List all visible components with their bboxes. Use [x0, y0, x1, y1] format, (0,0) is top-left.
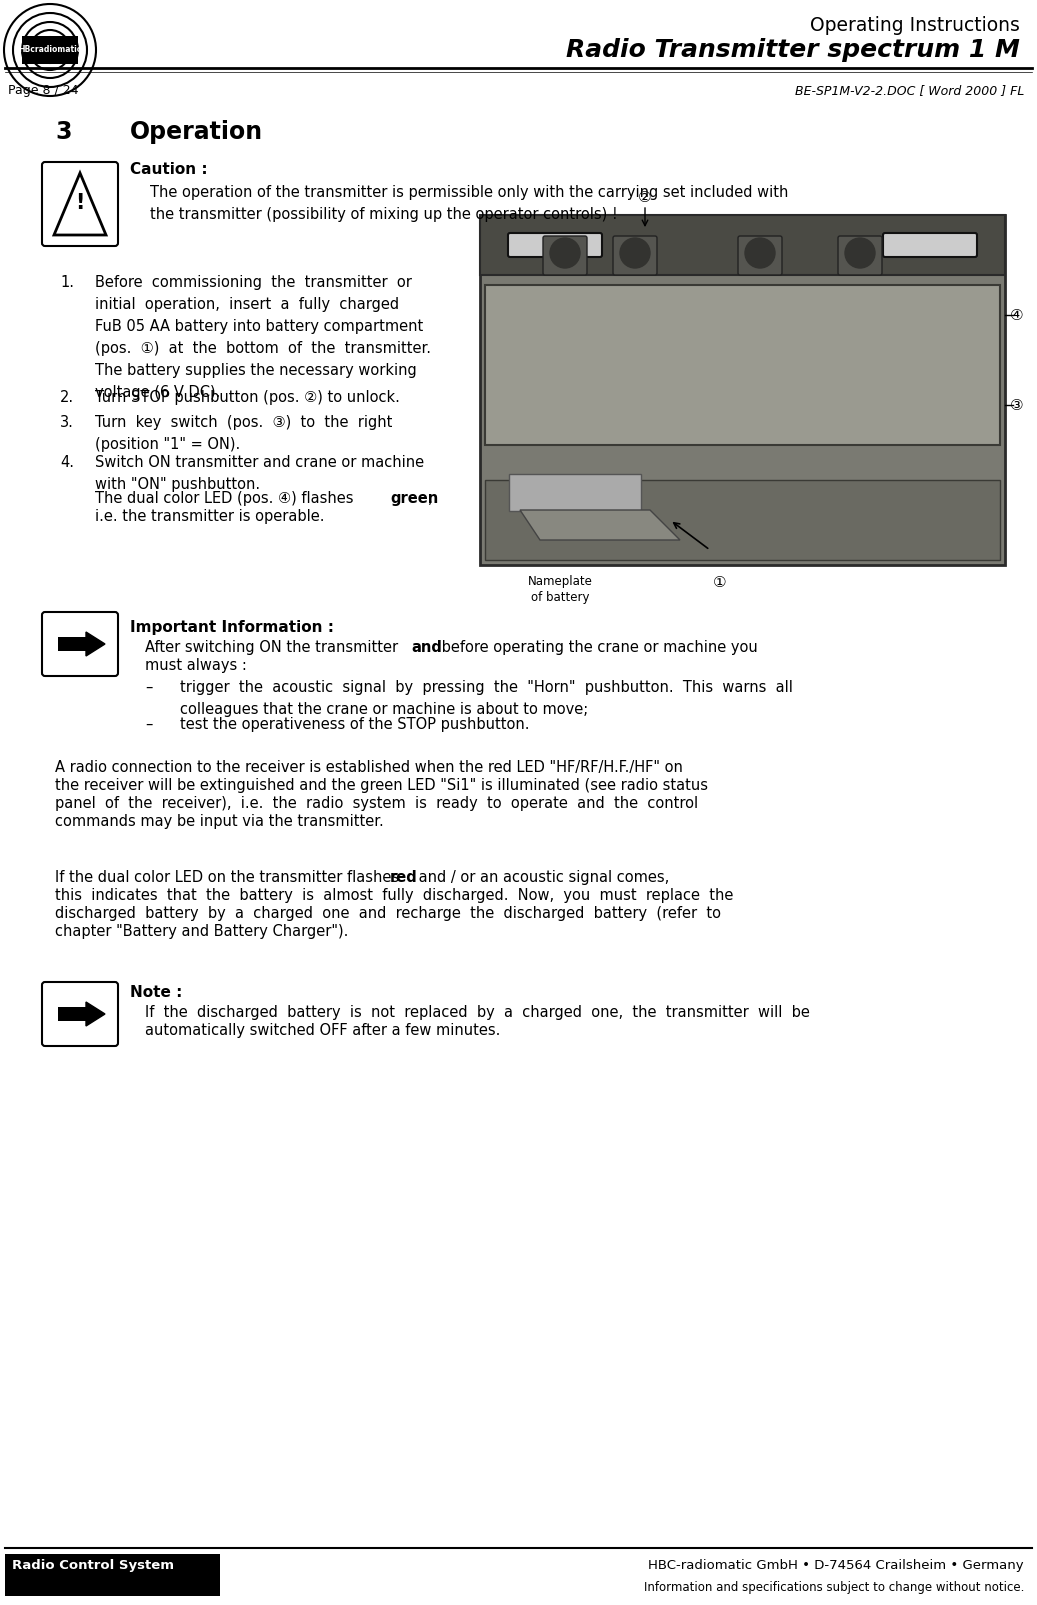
- Text: 3: 3: [55, 120, 72, 144]
- Text: ④: ④: [1010, 308, 1024, 323]
- Text: Important Information :: Important Information :: [130, 620, 334, 636]
- FancyBboxPatch shape: [838, 236, 882, 274]
- Text: After switching ON the transmitter: After switching ON the transmitter: [145, 640, 402, 655]
- FancyBboxPatch shape: [22, 35, 78, 64]
- FancyBboxPatch shape: [43, 162, 118, 246]
- Text: Before  commissioning  the  transmitter  or
initial  operation,  insert  a  full: Before commissioning the transmitter or …: [95, 274, 431, 400]
- FancyBboxPatch shape: [58, 1006, 86, 1021]
- Polygon shape: [520, 510, 680, 539]
- Text: Turn STOP pushbutton (pos. ②) to unlock.: Turn STOP pushbutton (pos. ②) to unlock.: [95, 390, 400, 404]
- FancyBboxPatch shape: [738, 236, 782, 274]
- Polygon shape: [86, 632, 105, 656]
- Text: red: red: [390, 870, 418, 884]
- FancyBboxPatch shape: [5, 1554, 220, 1595]
- Text: Operating Instructions: Operating Instructions: [810, 16, 1020, 35]
- Text: ①: ①: [713, 575, 727, 591]
- Text: before operating the crane or machine you: before operating the crane or machine yo…: [437, 640, 758, 655]
- Text: i.e. the transmitter is operable.: i.e. the transmitter is operable.: [95, 509, 325, 523]
- FancyBboxPatch shape: [43, 612, 118, 676]
- Text: automatically switched OFF after a few minutes.: automatically switched OFF after a few m…: [145, 1022, 501, 1038]
- Text: Turn  key  switch  (pos.  ③)  to  the  right
(position "1" = ON).: Turn key switch (pos. ③) to the right (p…: [95, 416, 392, 453]
- FancyBboxPatch shape: [882, 233, 977, 257]
- Text: 3.: 3.: [60, 416, 74, 430]
- Text: must always :: must always :: [145, 658, 247, 672]
- FancyBboxPatch shape: [58, 637, 86, 652]
- FancyBboxPatch shape: [485, 480, 1000, 560]
- FancyBboxPatch shape: [613, 236, 657, 274]
- Circle shape: [620, 238, 650, 268]
- Polygon shape: [54, 173, 106, 234]
- Text: test the operativeness of the STOP pushbutton.: test the operativeness of the STOP pushb…: [180, 717, 530, 732]
- FancyBboxPatch shape: [509, 473, 641, 510]
- Circle shape: [550, 238, 580, 268]
- Circle shape: [845, 238, 875, 268]
- Polygon shape: [86, 1002, 105, 1026]
- Text: Nameplate
of battery: Nameplate of battery: [528, 575, 592, 603]
- FancyBboxPatch shape: [43, 982, 118, 1046]
- FancyBboxPatch shape: [480, 215, 1005, 274]
- FancyBboxPatch shape: [480, 215, 1005, 565]
- FancyBboxPatch shape: [508, 233, 602, 257]
- Text: chapter "Battery and Battery Charger").: chapter "Battery and Battery Charger").: [55, 924, 348, 939]
- Text: discharged  battery  by  a  charged  one  and  recharge  the  discharged  batter: discharged battery by a charged one and …: [55, 905, 721, 921]
- Text: Page 8 / 24: Page 8 / 24: [8, 83, 79, 96]
- Text: trigger  the  acoustic  signal  by  pressing  the  "Horn"  pushbutton.  This  wa: trigger the acoustic signal by pressing …: [180, 681, 793, 716]
- Text: and / or an acoustic signal comes,: and / or an acoustic signal comes,: [414, 870, 669, 884]
- Text: BE-SP1M-V2-2.DOC [ Word 2000 ] FL: BE-SP1M-V2-2.DOC [ Word 2000 ] FL: [794, 83, 1024, 96]
- Text: commands may be input via the transmitter.: commands may be input via the transmitte…: [55, 814, 384, 830]
- Text: Radio Transmitter spectrum 1 M: Radio Transmitter spectrum 1 M: [566, 39, 1020, 63]
- Text: 2002-02-27: 2002-02-27: [12, 1581, 84, 1594]
- Text: Note :: Note :: [130, 985, 183, 1000]
- Text: If the dual color LED on the transmitter flashes: If the dual color LED on the transmitter…: [55, 870, 403, 884]
- Text: 2.: 2.: [60, 390, 74, 404]
- Text: green: green: [390, 491, 439, 506]
- FancyBboxPatch shape: [543, 236, 587, 274]
- Text: 1.: 1.: [60, 274, 74, 291]
- FancyBboxPatch shape: [485, 286, 1000, 445]
- Circle shape: [745, 238, 775, 268]
- Text: ②: ②: [638, 189, 652, 204]
- Text: 4.: 4.: [60, 454, 74, 470]
- Text: and: and: [411, 640, 442, 655]
- Text: HBC-radiomatic GmbH • D-74564 Crailsheim • Germany: HBC-radiomatic GmbH • D-74564 Crailsheim…: [648, 1560, 1024, 1573]
- Text: Radio Control System: Radio Control System: [12, 1560, 174, 1573]
- Text: !: !: [76, 193, 85, 213]
- Text: –: –: [145, 681, 152, 695]
- Text: –: –: [145, 717, 152, 732]
- Text: panel  of  the  receiver),  i.e.  the  radio  system  is  ready  to  operate  an: panel of the receiver), i.e. the radio s…: [55, 796, 698, 811]
- Text: The dual color LED (pos. ④) flashes: The dual color LED (pos. ④) flashes: [95, 491, 358, 506]
- Text: ,: ,: [428, 491, 432, 506]
- Text: HBcradiomatic: HBcradiomatic: [19, 45, 82, 55]
- Text: Caution :: Caution :: [130, 162, 207, 177]
- Text: this  indicates  that  the  battery  is  almost  fully  discharged.  Now,  you  : this indicates that the battery is almos…: [55, 888, 733, 904]
- Text: the receiver will be extinguished and the green LED "Si1" is illuminated (see ra: the receiver will be extinguished and th…: [55, 778, 708, 793]
- Text: Information and specifications subject to change without notice.: Information and specifications subject t…: [644, 1581, 1024, 1594]
- Text: The operation of the transmitter is permissible only with the carrying set inclu: The operation of the transmitter is perm…: [150, 185, 788, 221]
- Text: ③: ③: [1010, 398, 1024, 412]
- Text: Operation: Operation: [130, 120, 263, 144]
- Text: If  the  discharged  battery  is  not  replaced  by  a  charged  one,  the  tran: If the discharged battery is not replace…: [145, 1005, 810, 1021]
- Text: A radio connection to the receiver is established when the red LED "HF/RF/H.F./H: A radio connection to the receiver is es…: [55, 761, 683, 775]
- Text: Switch ON transmitter and crane or machine
with "ON" pushbutton.: Switch ON transmitter and crane or machi…: [95, 454, 424, 493]
